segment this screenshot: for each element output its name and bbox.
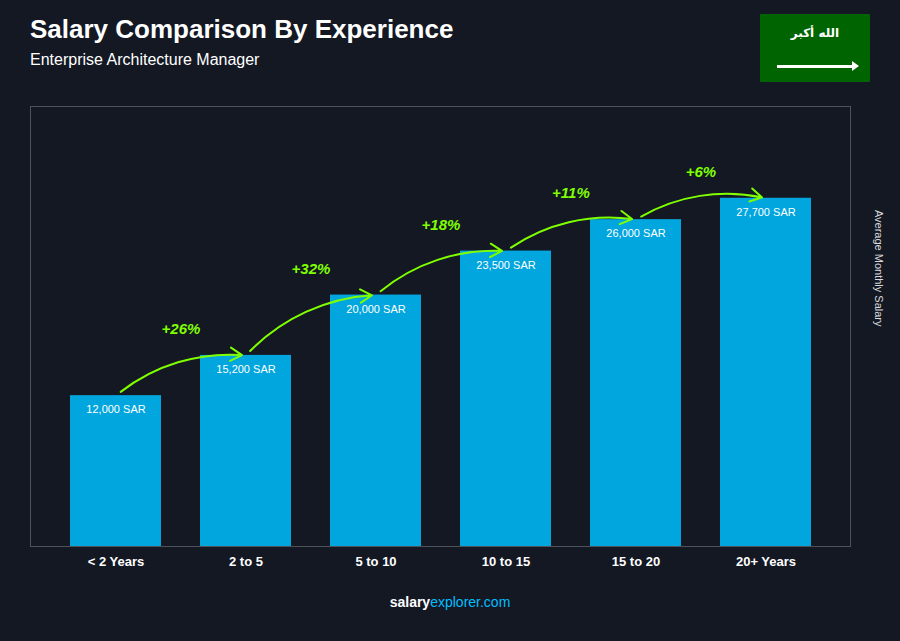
- svg-text:+26%: +26%: [162, 320, 201, 337]
- svg-text:5 to 10: 5 to 10: [355, 554, 396, 569]
- svg-text:27,700 SAR: 27,700 SAR: [736, 206, 795, 218]
- svg-text:Average Monthly Salary: Average Monthly Salary: [873, 210, 885, 327]
- svg-text:+11%: +11%: [552, 184, 590, 201]
- svg-text:10 to 15: 10 to 15: [482, 554, 530, 569]
- html-text:salary explorer.com: salary explorer.com: [389, 594, 511, 610]
- svg-text:2 to 5: 2 to 5: [229, 554, 263, 569]
- svg-text:15 to 20: 15 to 20: [612, 554, 660, 569]
- html-text:Salary Comparison By Experienc: Salary Comparison By Experience: [30, 14, 454, 44]
- svg-text:< 2 Years: < 2 Years: [88, 554, 145, 569]
- svg-text:20+ Years: 20+ Years: [736, 554, 796, 569]
- html-text:Enterprise Architecture Manage: Enterprise Architecture Manager: [30, 51, 260, 68]
- svg-text:26,000 SAR: 26,000 SAR: [606, 227, 665, 239]
- svg-text:+6%: +6%: [686, 163, 716, 180]
- svg-text:12,000 SAR: 12,000 SAR: [86, 403, 145, 415]
- svg-text:20,000 SAR: 20,000 SAR: [346, 303, 405, 315]
- svg-text:+32%: +32%: [292, 260, 331, 277]
- svg-text:23,500 SAR: 23,500 SAR: [476, 259, 535, 271]
- svg-text:+18%: +18%: [422, 216, 461, 233]
- svg-text:15,200 SAR: 15,200 SAR: [216, 363, 275, 375]
- html-text:الله أكبر: الله أكبر: [790, 26, 840, 40]
